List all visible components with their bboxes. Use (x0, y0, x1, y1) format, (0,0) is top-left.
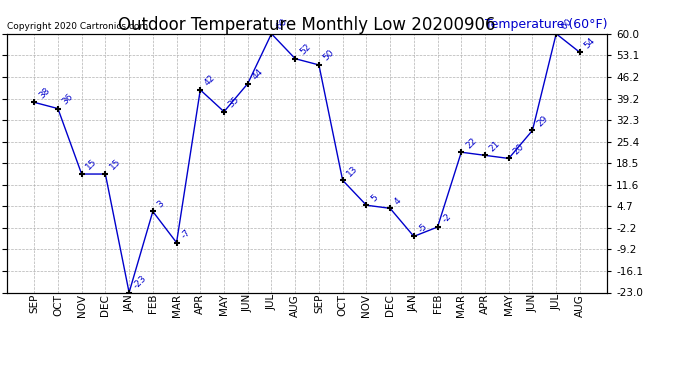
Text: 52: 52 (298, 42, 313, 57)
Text: -23: -23 (132, 274, 148, 290)
Text: 3: 3 (156, 199, 166, 209)
Text: 60: 60 (559, 17, 573, 32)
Text: 44: 44 (250, 67, 265, 81)
Text: 50: 50 (322, 48, 336, 63)
Title: Outdoor Temperature Monthly Low 20200906: Outdoor Temperature Monthly Low 20200906 (118, 16, 496, 34)
Text: 42: 42 (203, 74, 217, 88)
Text: -2: -2 (440, 212, 453, 225)
Text: 20: 20 (511, 142, 526, 156)
Text: 38: 38 (37, 86, 52, 100)
Text: 21: 21 (488, 139, 502, 153)
Text: 60: 60 (274, 17, 288, 32)
Text: Temperature (60°F): Temperature (60°F) (484, 18, 607, 31)
Text: Copyright 2020 Cartronics.com: Copyright 2020 Cartronics.com (7, 22, 148, 31)
Text: -7: -7 (179, 228, 192, 240)
Text: 13: 13 (346, 164, 360, 178)
Text: 29: 29 (535, 114, 550, 128)
Text: 35: 35 (227, 95, 242, 110)
Text: 15: 15 (108, 158, 123, 172)
Text: 22: 22 (464, 136, 478, 150)
Text: 4: 4 (393, 196, 403, 206)
Text: 5: 5 (369, 193, 380, 203)
Text: 36: 36 (61, 92, 75, 106)
Text: 15: 15 (84, 158, 99, 172)
Text: -5: -5 (417, 222, 429, 234)
Text: 54: 54 (582, 36, 597, 50)
